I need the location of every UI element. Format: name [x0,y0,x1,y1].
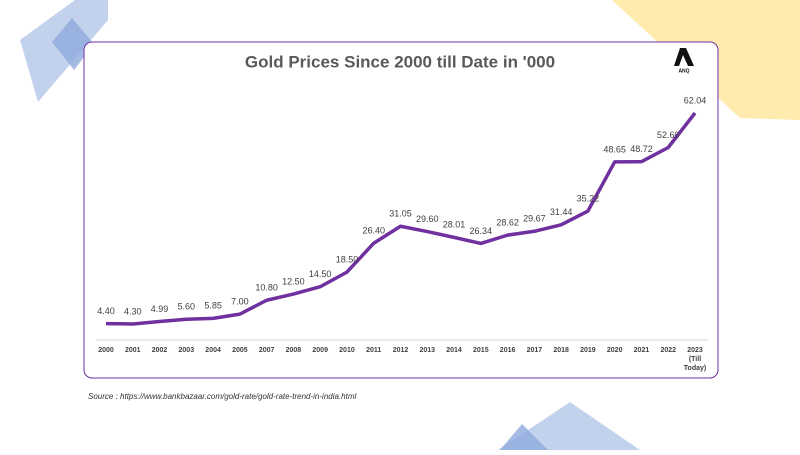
x-tick-label: 2018 [553,347,569,354]
data-label: 29.67 [523,214,546,224]
x-tick-label: 2005 [232,347,248,354]
data-label: 48.72 [630,144,653,154]
x-tick-label: 2003 [179,347,195,354]
data-label: 31.05 [389,209,412,219]
data-label: 52.60 [657,130,680,140]
data-label: 4.99 [151,304,169,314]
data-label: 62.04 [684,95,707,105]
data-label: 29.60 [416,214,439,224]
x-tick-label: 2023 (Till Today) [684,347,706,372]
x-tick-label: 2010 [339,347,355,354]
data-label: 28.01 [443,220,466,230]
x-tick-label: 2002 [152,347,168,354]
x-tick-label: 2004 [205,347,221,354]
x-tick-label: 2015 [473,347,489,354]
chart-card [83,41,719,379]
data-label: 7.00 [231,297,249,307]
data-label: 35.22 [577,193,600,203]
x-tick-label: 2017 [527,347,543,354]
x-tick-label: 2020 [607,347,623,354]
chart-title: Gold Prices Since 2000 till Date in '000 [245,52,555,71]
data-label: 10.80 [255,283,278,293]
data-label: 12.50 [282,276,305,286]
x-tick-label: 2013 [419,347,435,354]
data-label: 18.50 [336,254,359,264]
x-tick-label: 2008 [286,347,302,354]
x-tick-label: 2001 [125,347,141,354]
data-label: 48.65 [603,144,626,154]
x-tick-label: 2011 [366,347,381,354]
data-label: 26.40 [362,226,385,236]
x-tick-label: 2007 [259,347,275,354]
logo-text: ANQ [678,68,689,74]
x-tick-label: 2000 [98,347,114,354]
x-tick-label: 2009 [312,347,328,354]
data-label: 4.30 [124,306,142,316]
data-label: 26.34 [470,226,493,236]
line [105,111,697,326]
data-label: 14.50 [309,269,332,279]
decoration [500,424,548,450]
source: Source : https://www.bankbazaar.com/gold… [88,392,356,401]
x-tick-label: 2021 [634,347,650,354]
data-label: 28.62 [496,218,519,228]
x-tick-label: 2012 [393,347,409,354]
data-label: 5.60 [178,302,196,312]
data-label: 5.85 [204,301,222,311]
x-tick-label: 2016 [500,347,516,354]
x-tick-label: 2019 [580,347,596,354]
data-label: 4.40 [97,306,115,316]
data-label: 31.44 [550,207,573,217]
x-tick-label: 2014 [446,347,462,354]
logo-mark [674,48,694,66]
x-tick-label: 2022 [660,347,676,354]
